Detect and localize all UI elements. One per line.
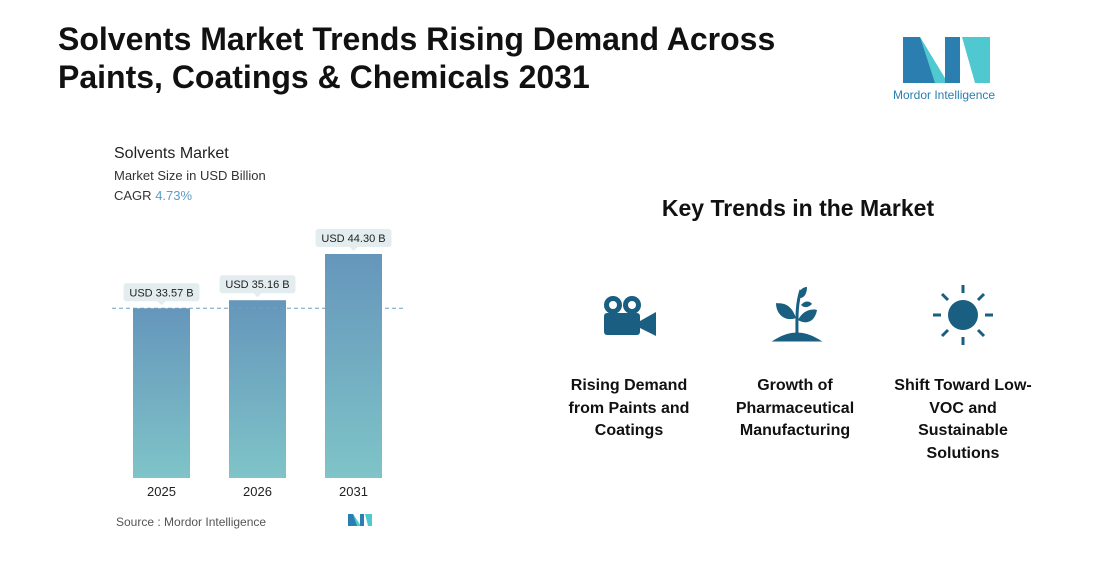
cagr-value: 4.73% <box>155 188 193 203</box>
sun-icon <box>933 285 993 345</box>
data-label-pointer <box>253 293 262 298</box>
trend-low-voc: Shift Toward Low-VOC and Sustainable Sol… <box>894 377 1032 462</box>
plant-sprout-icon <box>771 287 823 342</box>
logo-text: Mordor Intelligence <box>893 88 996 102</box>
film-camera-icon <box>604 296 656 336</box>
key-trends-heading: Key Trends in the Market <box>661 195 935 221</box>
source-note: Source : Mordor Intelligence <box>116 515 267 529</box>
cagr-label: CAGR <box>114 188 152 203</box>
logo-mark <box>903 37 990 83</box>
page-title: Solvents Market Trends Rising Demand Acr… <box>58 21 776 95</box>
bar-2025 <box>133 308 190 478</box>
data-label-pointer <box>157 301 166 306</box>
cagr: CAGR 4.73% <box>114 188 192 203</box>
data-label-pointer <box>349 247 358 251</box>
data-label-bg <box>219 275 296 294</box>
x-tick-label: 2031 <box>339 484 368 499</box>
data-label-bg <box>123 283 200 302</box>
trend-paints-coatings: Rising Demand from Paints and Coatings <box>568 377 690 439</box>
data-label: USD 44.30 B <box>321 233 385 245</box>
trend-pharmaceutical: Growth of Pharmaceutical Manufacturing <box>735 377 855 439</box>
x-tick-label: 2026 <box>243 484 272 499</box>
chart-title: Solvents Market <box>114 145 229 162</box>
bar-2031 <box>325 254 382 478</box>
x-tick-label: 2025 <box>147 484 176 499</box>
chart-subtitle: Market Size in USD Billion <box>114 168 266 183</box>
data-label-bg <box>315 229 392 247</box>
data-label: USD 35.16 B <box>225 279 289 291</box>
bar-2026 <box>229 300 286 478</box>
data-label: USD 33.57 B <box>129 287 193 299</box>
